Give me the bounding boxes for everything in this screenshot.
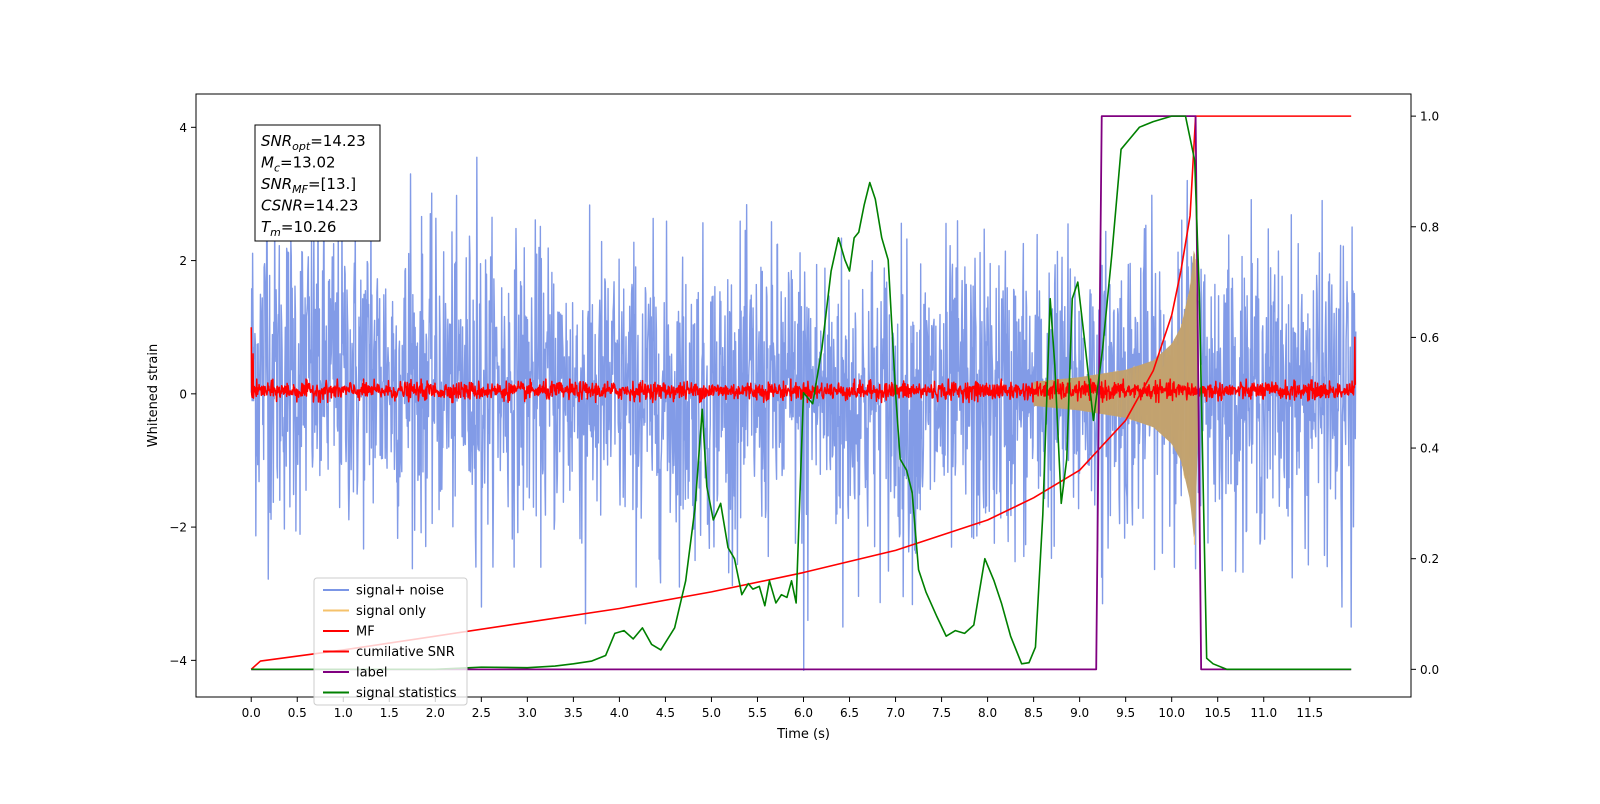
- annotation-value: =14.23: [303, 197, 359, 215]
- legend-label: label: [356, 666, 387, 681]
- series-cumulative-snr: [250, 115, 1352, 670]
- annotation-var: CSNR: [261, 197, 303, 215]
- x-tick-label: 0.5: [288, 706, 307, 720]
- x-tick-label: 7.5: [932, 706, 951, 720]
- annotation-var: SNR: [261, 175, 292, 193]
- x-tick-label: 5.5: [748, 706, 767, 720]
- x-tick-label: 1.0: [334, 706, 353, 720]
- y2-tick-label: 0.0: [1420, 663, 1439, 677]
- annotation-line: SNRMF=[13.]: [261, 175, 356, 196]
- annotation-sub: MF: [292, 183, 308, 196]
- x-tick-label: 0.0: [242, 706, 261, 720]
- annotation-var: M: [261, 154, 274, 172]
- series-signal-noise: [250, 126, 1357, 672]
- x-tick-label: 4.0: [610, 706, 629, 720]
- x-tick-label: 6.0: [794, 706, 813, 720]
- x-tick-label: 4.5: [656, 706, 675, 720]
- annotation-sub: opt: [292, 140, 311, 153]
- annotation-var: SNR: [261, 132, 292, 150]
- x-tick-label: 8.0: [978, 706, 997, 720]
- annotation-sub: c: [274, 162, 280, 175]
- annotation-line: Mc=13.02: [261, 154, 336, 175]
- legend-label: signal+ noise: [356, 584, 444, 599]
- series-signal-only-envelope: [1033, 250, 1200, 538]
- y-axis-right: 0.0 0.2 0.4 0.6 0.8 1.0: [1411, 110, 1439, 677]
- y2-tick-label: 1.0: [1420, 110, 1439, 124]
- annotation-sub: m: [270, 226, 281, 239]
- x-tick-label: 3.5: [564, 706, 583, 720]
- annotation-box: SNRopt=14.23Mc=13.02SNRMF=[13.]CSNR=14.2…: [254, 124, 381, 242]
- data-layer: [250, 115, 1357, 672]
- y-axis-left: −4 −2 0 2 4: [169, 121, 196, 668]
- y-tick-label: 2: [179, 254, 187, 268]
- x-tick-label: 10.0: [1158, 706, 1185, 720]
- x-tick-label: 3.0: [518, 706, 537, 720]
- x-tick-label: 2.0: [426, 706, 445, 720]
- y-tick-label: 0: [179, 387, 187, 401]
- legend-label: MF: [356, 625, 375, 640]
- plot-area: [250, 115, 1357, 672]
- y2-tick-label: 0.4: [1420, 442, 1439, 456]
- y-tick-label: 4: [179, 121, 187, 135]
- x-tick-label: 9.5: [1116, 706, 1135, 720]
- legend-label: signal only: [356, 604, 426, 619]
- x-tick-label: 9.0: [1070, 706, 1089, 720]
- series-mf: [250, 327, 1357, 404]
- annotation-line: CSNR=14.23: [261, 197, 358, 215]
- annotation-value: =14.23: [310, 132, 366, 150]
- annotation-value: =[13.]: [308, 175, 356, 193]
- y-axis-label: Whitened strain: [146, 344, 161, 447]
- y2-tick-label: 0.8: [1420, 220, 1439, 234]
- x-tick-label: 2.5: [472, 706, 491, 720]
- x-tick-label: 11.0: [1250, 706, 1277, 720]
- annotation-value: =13.02: [280, 154, 336, 172]
- annotation-line: SNRopt=14.23: [261, 132, 366, 153]
- x-tick-label: 6.5: [840, 706, 859, 720]
- series-signal-statistics: [251, 115, 1352, 671]
- y2-tick-label: 0.6: [1420, 331, 1439, 345]
- annotation-value: =10.26: [281, 218, 337, 236]
- x-tick-label: 1.5: [380, 706, 399, 720]
- x-axis: 0.0 0.5 1.0 1.5 2.0 2.5 3.0 3.5 4.0 4.5 5.0 5.5 6.0 6…: [242, 697, 1323, 720]
- legend-label: cumilative SNR: [356, 645, 455, 660]
- annotation-var: T: [261, 218, 272, 236]
- x-tick-label: 10.5: [1204, 706, 1231, 720]
- legend-frame: [313, 577, 468, 706]
- x-axis-label: Time (s): [776, 727, 830, 742]
- legend: signal+ noise signal only MF cumilative SNR…: [313, 577, 468, 706]
- x-tick-label: 11.5: [1296, 706, 1323, 720]
- x-tick-label: 5.0: [702, 706, 721, 720]
- legend-label: signal statistics: [356, 686, 457, 701]
- y-tick-label: −4: [169, 654, 187, 668]
- annotation-line: Tm=10.26: [261, 218, 336, 239]
- y-tick-label: −2: [169, 521, 187, 535]
- y2-tick-label: 0.2: [1420, 552, 1439, 566]
- x-tick-label: 8.5: [1024, 706, 1043, 720]
- x-tick-label: 7.0: [886, 706, 905, 720]
- annotation-frame: [254, 124, 381, 242]
